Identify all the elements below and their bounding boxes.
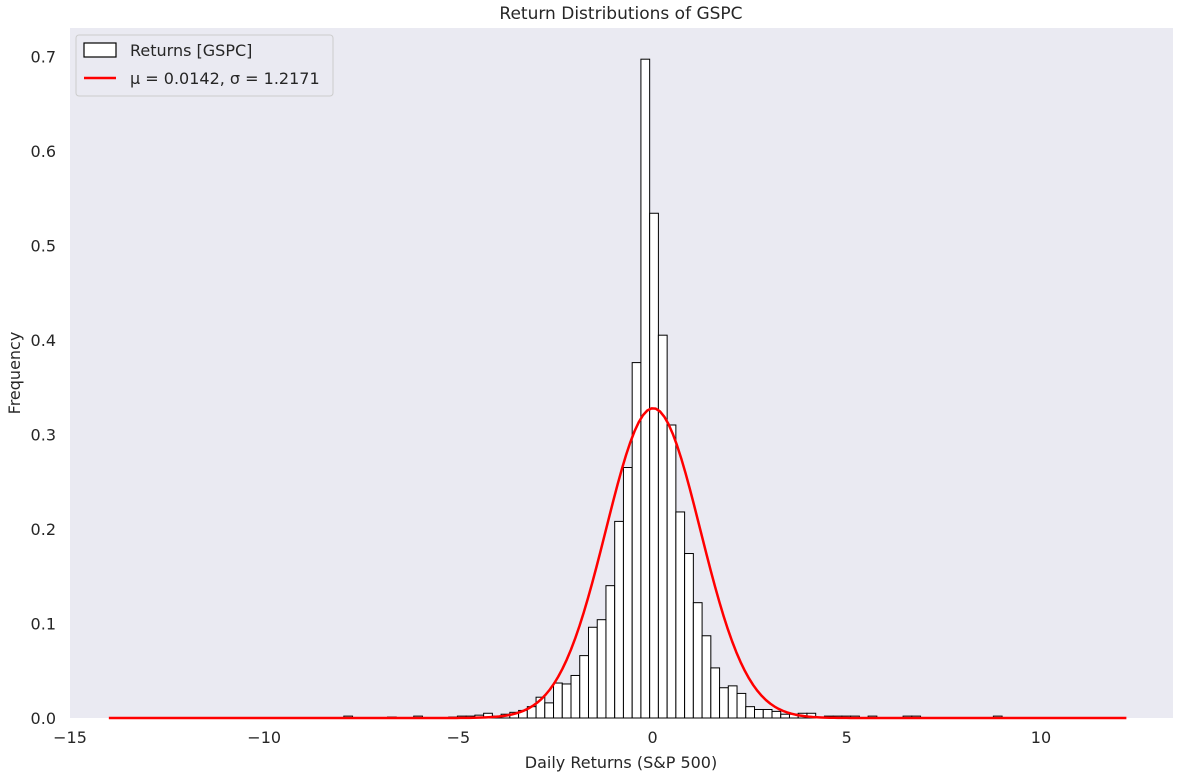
histogram-bar (771, 710, 782, 719)
legend-fit-label: μ = 0.0142, σ = 1.2171 (130, 69, 320, 88)
x-axis-label: Daily Returns (S&P 500) (525, 753, 717, 772)
y-tick-label: 0.0 (31, 709, 56, 728)
histogram-bar (596, 619, 607, 719)
x-tick-label: 5 (842, 728, 852, 747)
y-tick-label: 0.7 (31, 47, 56, 66)
histogram-bar (762, 708, 773, 719)
histogram-bar (579, 655, 589, 719)
histogram-bar (614, 520, 624, 719)
legend-box (75, 34, 334, 97)
histogram-bar (754, 708, 764, 719)
x-axis-ticks: −15 −10 −5 0 5 10 (53, 728, 1051, 747)
histogram-bar (710, 667, 721, 719)
fit-line (108, 407, 1127, 720)
x-tick-label: 10 (1031, 728, 1051, 747)
x-tick-label: −10 (247, 728, 281, 747)
histogram-bar (587, 626, 598, 719)
legend-histogram-swatch (83, 42, 117, 58)
histogram-bar (570, 674, 581, 719)
histogram-bar (727, 685, 738, 719)
histogram-bar (640, 58, 651, 719)
y-tick-label: 0.4 (31, 331, 56, 350)
histogram-bar (622, 467, 633, 719)
histogram-bar (675, 511, 686, 719)
histogram-bar (701, 635, 712, 719)
legend-histogram-label: Returns [GSPC] (130, 41, 252, 60)
normal-fit-curve (108, 407, 1127, 720)
y-axis-ticks: 0.0 0.1 0.2 0.3 0.4 0.5 0.6 0.7 (31, 47, 56, 728)
histogram-bar (719, 687, 729, 719)
y-tick-label: 0.2 (31, 520, 56, 539)
y-axis-label: Frequency (5, 332, 24, 415)
histogram-bar (649, 212, 659, 719)
histogram-bar (657, 334, 668, 719)
x-tick-label: 0 (647, 728, 657, 747)
histogram-bar (745, 706, 756, 719)
y-tick-label: 0.3 (31, 425, 56, 444)
y-tick-label: 0.1 (31, 614, 56, 633)
x-tick-label: −15 (53, 728, 87, 747)
y-tick-label: 0.5 (31, 236, 56, 255)
chart-title: Return Distributions of GSPC (499, 4, 742, 24)
histogram-bar (736, 692, 747, 719)
histogram-bar (605, 585, 616, 719)
histogram-bar (561, 683, 572, 719)
histogram-bar (692, 602, 703, 719)
histogram-bar (666, 424, 677, 719)
x-tick-label: −5 (447, 728, 471, 747)
histogram-bar (553, 682, 563, 719)
histogram-bar (684, 553, 694, 719)
legend: Returns [GSPC] μ = 0.0142, σ = 1.2171 (75, 34, 334, 97)
histogram-bar (631, 362, 642, 719)
y-tick-label: 0.6 (31, 142, 56, 161)
histogram-bars (343, 58, 1003, 719)
histogram-bar (544, 702, 555, 719)
histogram-bar (780, 713, 790, 719)
